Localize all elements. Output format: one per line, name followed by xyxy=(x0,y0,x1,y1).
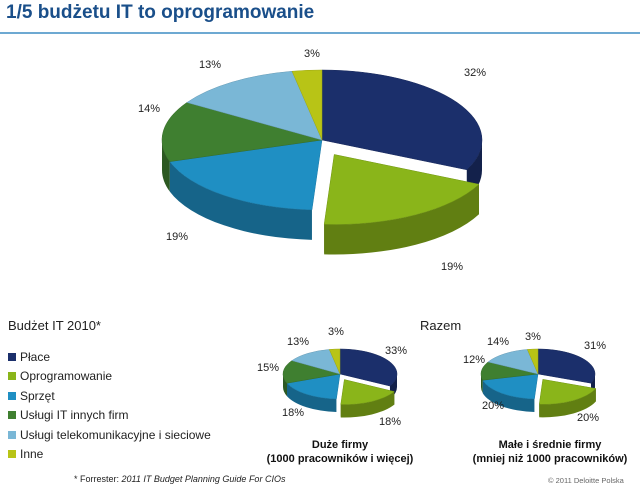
data-label-uslugi-it: 15% xyxy=(257,362,279,374)
data-label-oprogramowanie: 18% xyxy=(379,416,401,428)
caption-line: (1000 pracowników i więcej) xyxy=(266,453,414,465)
legend-item-sprzet: Sprzęt xyxy=(8,386,211,406)
footnote-prefix: * Forrester: xyxy=(74,474,122,484)
legend-swatch xyxy=(8,352,16,361)
slice-oprogramowanie xyxy=(538,379,597,405)
copyright: © 2011 Deloitte Polska xyxy=(548,476,624,485)
data-label-sprzet: 20% xyxy=(482,400,504,412)
slice-inne xyxy=(328,348,341,375)
page-title: 1/5 budżetu IT to oprogramowanie xyxy=(6,2,315,23)
slice-side-oprogramowanie xyxy=(539,388,596,418)
legend-label: Usługi IT innych firm xyxy=(20,408,129,423)
slice-side-sprzet xyxy=(287,383,337,412)
slice-side-oprogramowanie xyxy=(324,184,479,255)
data-label-sprzet: 19% xyxy=(166,231,188,243)
legend-label: Inne xyxy=(20,447,44,462)
legend-swatch xyxy=(8,430,16,439)
data-label-inne: 3% xyxy=(525,331,541,343)
data-label-uslugi-it: 14% xyxy=(138,103,160,115)
slice-side-uslugi-it xyxy=(283,374,288,397)
footnote: * Forrester: 2011 IT Budget Planning Gui… xyxy=(74,474,285,484)
title-underline xyxy=(0,32,640,34)
caption-small-firms: Małe i średnie firmy (mniej niż 1000 pra… xyxy=(462,438,638,466)
legend-swatch xyxy=(8,372,16,381)
data-label-place: 32% xyxy=(464,67,486,79)
slice-sprzet xyxy=(286,373,341,400)
data-label-place: 33% xyxy=(385,345,407,357)
slice-uslugi-telekom xyxy=(186,70,323,141)
legend-title: Budżet IT 2010* xyxy=(8,318,101,333)
slice-side-uslugi-it xyxy=(481,374,483,394)
legend-swatch xyxy=(8,450,16,459)
caption-line: (mniej niż 1000 pracowników) xyxy=(472,453,628,465)
legend-label: Oprogramowanie xyxy=(20,369,113,384)
slice-side-uslugi-it xyxy=(162,140,170,192)
legend-label: Płace xyxy=(20,349,51,364)
data-label-oprogramowanie: 19% xyxy=(441,261,463,273)
legend-swatch xyxy=(8,411,16,420)
caption-large-firms: Duże firmy (1000 pracowników i więcej) xyxy=(252,438,428,466)
slice-uslugi-it xyxy=(161,102,323,162)
slice-place xyxy=(537,348,596,384)
legend-item-inne: Inne xyxy=(8,445,211,465)
slice-place xyxy=(321,69,483,171)
legend-label: Usługi telekomunikacyjne i sieciowe xyxy=(20,427,211,442)
slice-side-sprzet xyxy=(482,380,535,412)
data-label-uslugi-telekom: 13% xyxy=(287,336,309,348)
slice-inne xyxy=(291,69,323,141)
slice-sprzet xyxy=(169,139,323,211)
slice-uslugi-it xyxy=(282,360,341,384)
data-label-oprogramowanie: 20% xyxy=(577,412,599,424)
legend-item-place: Płace xyxy=(8,347,211,367)
legend-label: Sprzęt xyxy=(20,388,55,403)
pie-chart-2: 33% 18% 18% 15% 13% 3% xyxy=(257,326,407,428)
data-label-uslugi-telekom: 14% xyxy=(487,336,509,348)
legend-item-oprogramowanie: Oprogramowanie xyxy=(8,367,211,387)
legend-item-uslugi-it: Usługi IT innych firm xyxy=(8,406,211,426)
legend-item-uslugi-telekom: Usługi telekomunikacyjne i sieciowe xyxy=(8,425,211,445)
caption-line: Duże firmy xyxy=(311,439,369,451)
data-label-inne: 3% xyxy=(304,48,320,60)
caption-line: Małe i średnie firmy xyxy=(498,439,602,451)
slice-sprzet xyxy=(482,373,539,400)
slice-place xyxy=(339,348,398,387)
pie-chart-3: 31% 20% 20% 12%14% 3% xyxy=(463,331,606,424)
pie-chart-1: 32% 19% 19% 14% 13% 3% xyxy=(138,48,486,273)
slice-inne xyxy=(526,348,539,375)
legend-swatch xyxy=(8,391,16,400)
data-label-uslugi-it: 12% xyxy=(463,354,485,366)
slice-oprogramowanie xyxy=(340,379,395,405)
slice-oprogramowanie xyxy=(323,154,480,225)
razem-label: Razem xyxy=(420,318,462,333)
data-label-uslugi-telekom: 13% xyxy=(199,59,221,71)
data-label-inne: 3% xyxy=(328,326,344,338)
legend: Płace Oprogramowanie Sprzęt Usługi IT in… xyxy=(8,347,211,464)
data-label-sprzet: 18% xyxy=(282,407,304,419)
slice-side-sprzet xyxy=(169,161,312,240)
slice-side-oprogramowanie xyxy=(340,391,395,418)
data-label-place: 31% xyxy=(584,340,606,352)
footnote-source: 2011 IT Budget Planning Guide For CIOs xyxy=(121,474,286,484)
